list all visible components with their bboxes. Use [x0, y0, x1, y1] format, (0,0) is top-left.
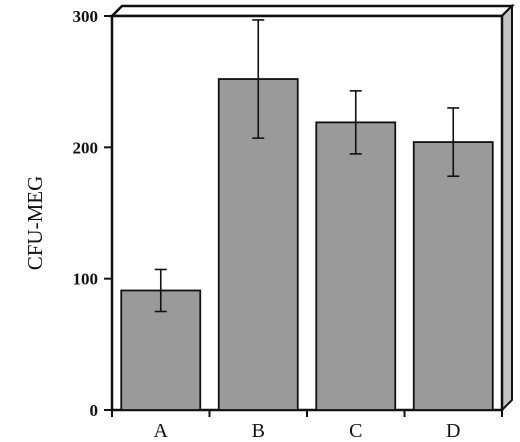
frame-top-face — [108, 4, 516, 18]
bar-C — [315, 121, 397, 411]
x-tick-label-B: B — [252, 420, 265, 442]
bar-D — [412, 141, 494, 411]
x-tick-label-A: A — [154, 420, 169, 442]
y-tick-label-300: 300 — [73, 7, 99, 26]
y-axis-title: CFU-MEG — [23, 176, 47, 271]
error-bars — [154, 19, 460, 313]
y-tick-label-200: 200 — [73, 138, 99, 157]
x-tick-label-C: C — [349, 420, 362, 442]
y-tick-label-0: 0 — [90, 401, 99, 420]
bars — [120, 78, 494, 411]
frame-side-face — [501, 3, 513, 413]
x-axis: A B C D — [111, 410, 503, 442]
x-tick-label-D: D — [446, 420, 460, 442]
y-tick-label-100: 100 — [73, 270, 99, 289]
y-axis: 0 100 200 300 — [73, 7, 112, 420]
